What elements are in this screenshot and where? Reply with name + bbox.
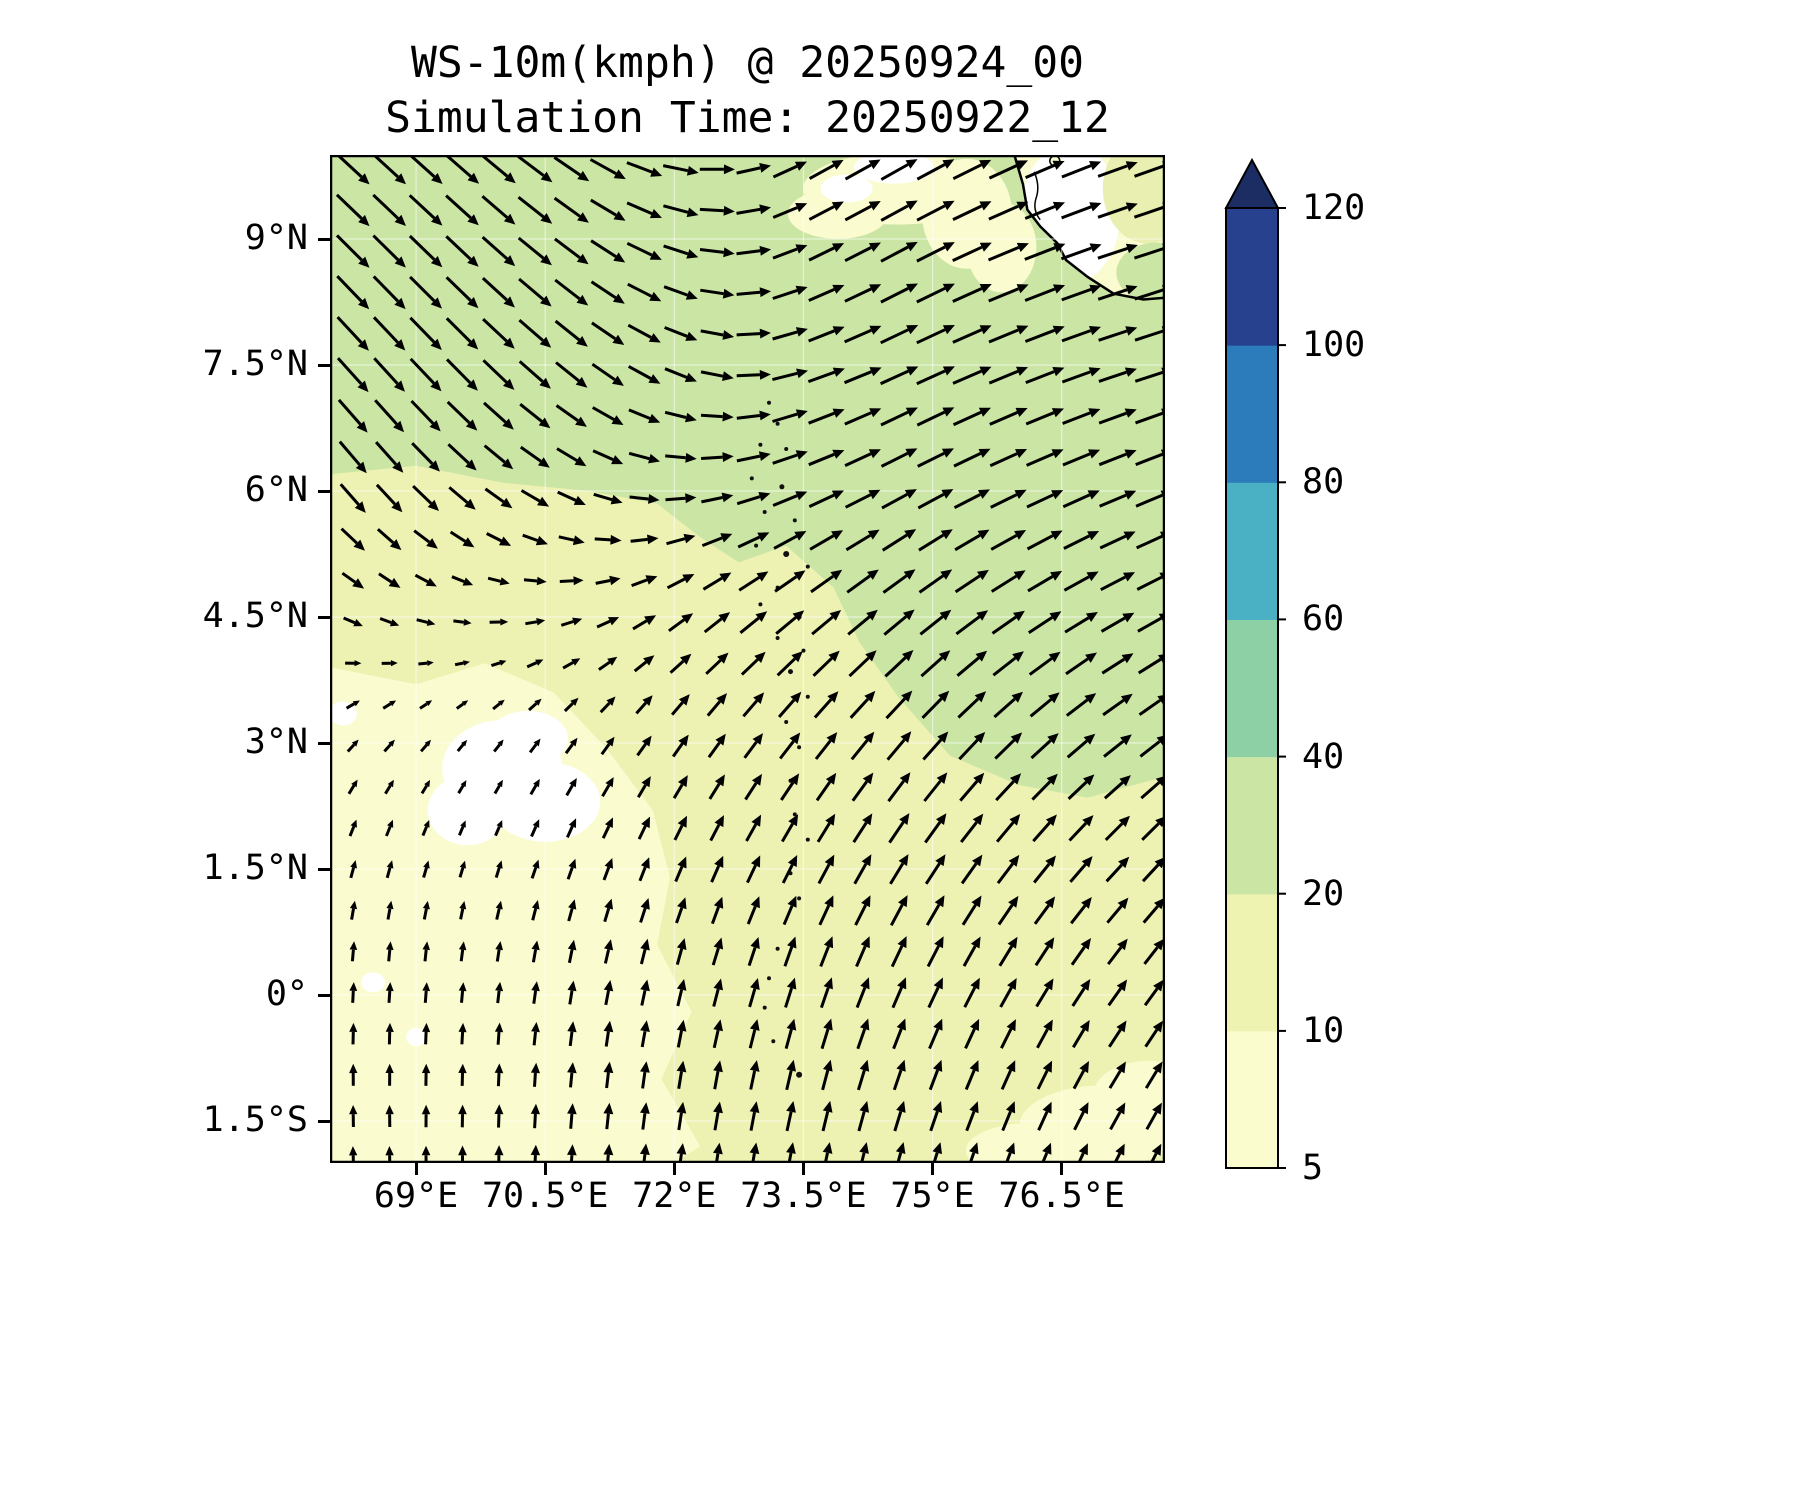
y-axis-tick-mark <box>318 489 330 493</box>
y-axis-tick-label: 9°N <box>244 218 308 258</box>
colorbar-tick-label: 5 <box>1302 1148 1324 1188</box>
colorbar <box>1224 157 1286 1169</box>
y-axis-tick-mark <box>318 741 330 745</box>
x-axis-tick-label: 72°E <box>632 1176 717 1216</box>
y-axis-tick-mark <box>318 237 330 241</box>
y-axis-tick-label: 1.5°N <box>202 848 308 888</box>
colorbar-tick-label: 120 <box>1302 188 1366 228</box>
colorbar-tick-label: 100 <box>1302 325 1366 366</box>
x-axis-tick-mark <box>672 1163 676 1175</box>
colorbar-tick-label: 10 <box>1302 1010 1345 1051</box>
y-axis-tick-mark <box>318 993 330 997</box>
x-axis-tick-mark <box>1060 1163 1064 1175</box>
y-axis-tick-mark <box>318 867 330 871</box>
x-axis-tick-mark <box>543 1163 547 1175</box>
chart-title: WS-10m(kmph) @ 20250924_00 <box>410 38 1085 88</box>
y-axis-tick-label: 1.5°S <box>202 1100 308 1140</box>
x-axis-tick-label: 73.5°E <box>740 1176 867 1216</box>
x-axis-tick-label: 70.5°E <box>481 1176 609 1216</box>
y-axis-tick-mark <box>318 615 330 619</box>
y-axis-tick-label: 7.5°N <box>202 344 308 384</box>
x-axis-tick-mark <box>801 1163 805 1175</box>
y-axis-tick-label: 3°N <box>244 722 308 762</box>
map-plot-area <box>330 155 1165 1163</box>
x-axis-tick-label: 69°E <box>373 1176 459 1216</box>
wind-map-canvas <box>330 155 1165 1163</box>
chart-subtitle: Simulation Time: 20250922_12 <box>385 93 1110 144</box>
colorbar-tick-label: 80 <box>1302 462 1345 503</box>
x-axis-tick-mark <box>414 1163 418 1175</box>
colorbar-tick-label: 40 <box>1302 736 1345 777</box>
x-axis-tick-label: 75°E <box>890 1176 975 1216</box>
chart-title-block: WS-10m(kmph) @ 20250924_00 Simulation Ti… <box>330 36 1165 146</box>
y-axis-tick-label: 6°N <box>244 470 308 510</box>
y-axis-tick-label: 4.5°N <box>202 596 308 636</box>
colorbar-tick-label: 60 <box>1302 599 1345 640</box>
y-axis-tick-mark <box>318 363 330 367</box>
x-axis-tick-label: 76.5°E <box>998 1176 1125 1216</box>
x-axis-tick-mark <box>931 1163 935 1175</box>
y-axis-tick-mark <box>318 1119 330 1123</box>
y-axis-tick-label: 0° <box>265 974 308 1014</box>
colorbar-tick-label: 20 <box>1302 873 1345 914</box>
